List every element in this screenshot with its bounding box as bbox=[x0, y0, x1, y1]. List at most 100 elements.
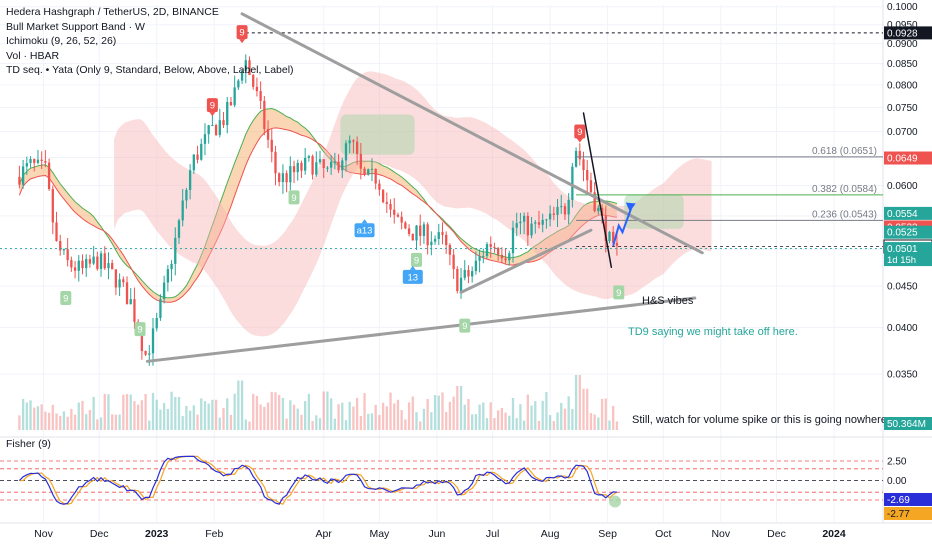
fisher-value-bg bbox=[884, 492, 932, 506]
price-tick-label: 0.0900 bbox=[887, 39, 918, 50]
candle bbox=[118, 273, 121, 296]
fisher-value-label: -2.69 bbox=[884, 492, 932, 506]
fisher-tick-label: 2.50 bbox=[887, 457, 907, 468]
fisher-trigger-line bbox=[19, 455, 618, 505]
candle bbox=[162, 275, 166, 304]
candle-body bbox=[140, 333, 144, 352]
candle bbox=[355, 136, 359, 165]
candle bbox=[515, 212, 518, 237]
fisher-legend[interactable]: Fisher (9) bbox=[6, 438, 51, 450]
td-markers: 9 9 9 9 9 9 9 9 9 a13 13 bbox=[60, 25, 625, 337]
volume-bar bbox=[608, 420, 611, 430]
volume-bar bbox=[597, 417, 600, 430]
candle bbox=[478, 249, 481, 273]
volume-bar bbox=[259, 404, 262, 430]
td-marker: 9 bbox=[574, 124, 586, 143]
symbol-title[interactable]: Hedera Hashgraph / TetherUS, 2D, BINANCE bbox=[6, 6, 219, 18]
volume-bar bbox=[51, 404, 54, 430]
candle bbox=[255, 77, 259, 97]
indicator-support-band[interactable]: Bull Market Support Band · W bbox=[6, 20, 145, 33]
time-tick-label: Jul bbox=[486, 528, 499, 540]
volume-bar bbox=[244, 419, 247, 430]
candle-body bbox=[274, 151, 277, 174]
indicator-ichimoku[interactable]: Ichimoku (9, 26, 52, 26) bbox=[6, 35, 117, 47]
candle-body bbox=[155, 317, 158, 329]
td-marker: 9 bbox=[411, 252, 423, 267]
volume-bar bbox=[541, 400, 544, 430]
volume-bar bbox=[578, 375, 581, 430]
candle bbox=[504, 248, 507, 264]
candle-body bbox=[40, 159, 43, 162]
volume-bar bbox=[326, 391, 329, 430]
trendline-upper-wedge bbox=[240, 12, 704, 255]
volume-bar bbox=[329, 398, 333, 430]
candle-body bbox=[608, 231, 611, 242]
fisher-highlight bbox=[609, 495, 622, 508]
volume-label-bg bbox=[884, 417, 932, 430]
fisher-value-text: -2.69 bbox=[887, 495, 910, 506]
volume-bar bbox=[88, 409, 92, 430]
volume-bar bbox=[55, 413, 58, 430]
fisher-value-label: -2.77 bbox=[884, 506, 932, 520]
candle-body bbox=[85, 259, 88, 269]
td-marker: 9 bbox=[134, 322, 146, 337]
candle bbox=[207, 124, 210, 144]
candle-body bbox=[292, 166, 296, 173]
candle-body bbox=[530, 223, 533, 236]
candle-body bbox=[519, 221, 522, 224]
candle-body bbox=[497, 247, 500, 255]
volume-bar bbox=[489, 402, 492, 430]
volume-bar bbox=[40, 404, 43, 430]
candle-body bbox=[51, 189, 54, 223]
indicator-td-seq[interactable]: TD seq. • Yata (Only 9, Standard, Below,… bbox=[6, 64, 294, 76]
candle-body bbox=[560, 206, 563, 208]
candle-body bbox=[107, 263, 110, 269]
candle-body bbox=[88, 259, 92, 264]
candle bbox=[437, 223, 440, 246]
td-marker-bg bbox=[402, 269, 423, 284]
td-marker-label: 9 bbox=[414, 255, 419, 266]
volume-bar bbox=[263, 406, 266, 430]
candle bbox=[578, 143, 581, 166]
candle-body bbox=[207, 125, 210, 135]
candle-body bbox=[493, 246, 496, 248]
candle bbox=[422, 221, 426, 244]
volume-bar bbox=[62, 411, 66, 430]
candle bbox=[374, 168, 377, 190]
candlestick-series[interactable] bbox=[18, 54, 619, 366]
trendlines bbox=[145, 12, 704, 363]
time-tick-label: 2024 bbox=[822, 528, 846, 540]
candle bbox=[448, 243, 452, 266]
candle-body bbox=[92, 256, 95, 264]
candle bbox=[311, 154, 314, 180]
candle-body bbox=[62, 249, 66, 251]
volume-bar bbox=[196, 414, 199, 430]
candle-body bbox=[281, 173, 285, 182]
candle-body bbox=[597, 207, 600, 212]
price-tick-label: 0.0850 bbox=[887, 59, 918, 70]
candle-body bbox=[515, 223, 518, 228]
price-label: 0.0525 bbox=[884, 225, 932, 239]
candle bbox=[177, 218, 181, 245]
candle bbox=[500, 247, 504, 264]
candle-body bbox=[537, 222, 541, 225]
volume-bar bbox=[129, 394, 132, 430]
volume-bar bbox=[563, 408, 567, 430]
candle-body bbox=[459, 277, 463, 292]
candle bbox=[307, 154, 311, 162]
volume-bar bbox=[355, 397, 359, 430]
candle bbox=[370, 158, 374, 182]
volume-bar bbox=[137, 404, 140, 430]
candle bbox=[25, 156, 28, 175]
volume-bar bbox=[133, 401, 136, 430]
candle bbox=[244, 54, 247, 84]
time-tick-label: Sep bbox=[598, 528, 617, 540]
candle-body bbox=[571, 166, 574, 200]
candle-body bbox=[556, 206, 559, 215]
volume-bar bbox=[482, 402, 485, 430]
indicator-volume[interactable]: Vol · HBAR bbox=[6, 49, 60, 62]
candle-body bbox=[66, 249, 69, 261]
candle bbox=[196, 145, 199, 164]
